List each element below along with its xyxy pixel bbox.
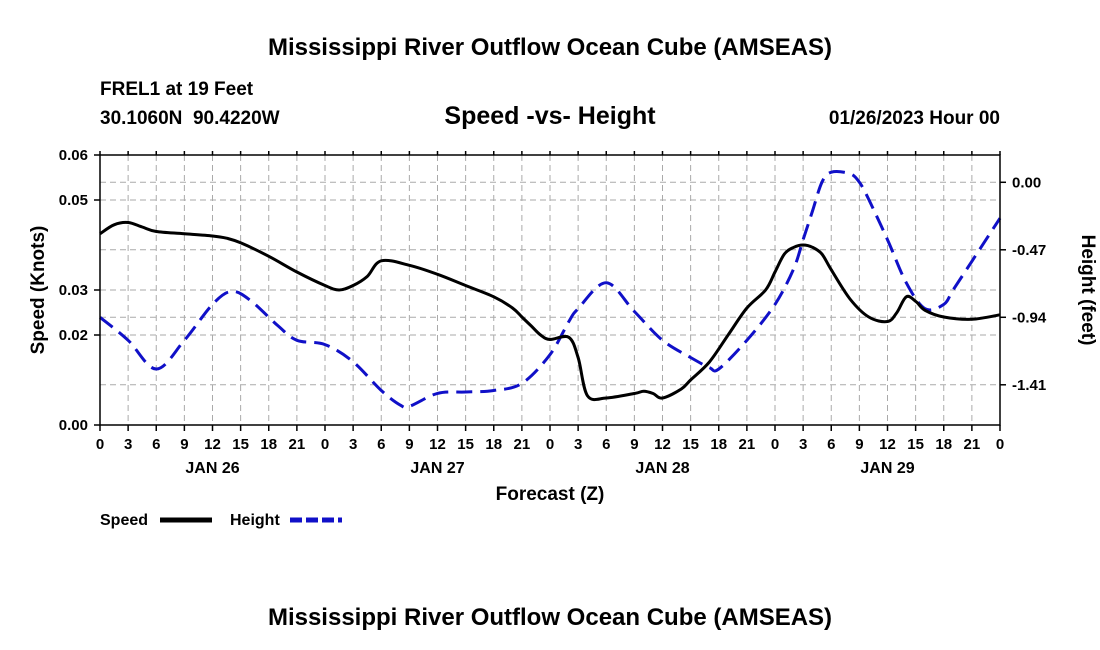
x-tick-label: 12: [204, 436, 221, 453]
x-tick-label: 0: [96, 436, 104, 453]
x-tick-label: 12: [429, 436, 446, 453]
speed-series-line: [99, 220, 1001, 402]
x-tick-label: 9: [180, 436, 188, 453]
x-tick-label: 0: [996, 436, 1004, 453]
x-tick-label: 3: [124, 436, 132, 453]
x-tick-label: 0: [546, 436, 554, 453]
x-tick-label: 18: [260, 436, 277, 453]
y-axis-label: Speed (Knots): [28, 226, 49, 355]
x-axis-label: Forecast (Z): [496, 484, 605, 505]
legend-height-label: Height: [230, 512, 280, 529]
station-name: FREL1 at 19 Feet: [100, 79, 254, 100]
x-tick-label: 12: [879, 436, 896, 453]
y-tick-label: 0.05: [59, 192, 88, 209]
y-tick-label: 0.03: [59, 282, 88, 299]
x-tick-label: 9: [405, 436, 413, 453]
station-coords: 30.1060N 90.4220W: [100, 108, 280, 129]
x-tick-label: 0: [771, 436, 779, 453]
x-tick-label: 18: [710, 436, 727, 453]
x-tick-label: 3: [799, 436, 807, 453]
y2-tick-label: -1.41: [1012, 377, 1046, 394]
x-tick-label: 6: [602, 436, 610, 453]
y2-tick-label: 0.00: [1012, 174, 1041, 191]
axes: 0 3 6 9 12 15 18 21 0 3 6 9 12 15 18 21 0 3 6 9 12 15 18 21 0 3 6 9…: [59, 147, 1047, 477]
x-tick-label: 12: [654, 436, 671, 453]
x-tick-label: 3: [574, 436, 582, 453]
x-tick-label: 9: [630, 436, 638, 453]
footer-title: Mississippi River Outflow Ocean Cube (AM…: [268, 604, 832, 631]
x-tick-label: 21: [739, 436, 756, 453]
x-tick-label: 3: [349, 436, 357, 453]
day-label: JAN 28: [635, 460, 689, 477]
x-tick-label: 15: [457, 436, 474, 453]
y2-tick-label: -0.94: [1012, 309, 1047, 326]
x-tick-label: 21: [964, 436, 981, 453]
day-label: JAN 29: [860, 460, 914, 477]
x-tick-label: 6: [827, 436, 835, 453]
x-tick-label: 6: [152, 436, 160, 453]
x-tick-label: 21: [289, 436, 306, 453]
chart-title: Speed -vs- Height: [444, 102, 656, 130]
x-tick-label: 15: [682, 436, 699, 453]
x-tick-label: 18: [935, 436, 952, 453]
y-tick-label: 0.06: [59, 147, 88, 164]
forecast-date: 01/26/2023 Hour 00: [829, 108, 1000, 129]
y-tick-label: 0.02: [59, 327, 88, 344]
x-tick-label: 15: [907, 436, 924, 453]
x-tick-label: 21: [514, 436, 531, 453]
series-lines: [99, 170, 1002, 409]
x-tick-label: 6: [377, 436, 385, 453]
x-tick-label: 15: [232, 436, 249, 453]
x-tick-label: 0: [321, 436, 329, 453]
legend-speed-label: Speed: [100, 512, 148, 529]
grid-lines: [100, 155, 1000, 425]
x-tick-label: 18: [485, 436, 502, 453]
y2-tick-label: -0.47: [1012, 242, 1046, 259]
height-series-line: [99, 170, 1002, 409]
legend: Speed Height: [100, 512, 342, 529]
page-title: Mississippi River Outflow Ocean Cube (AM…: [268, 34, 832, 61]
day-label: JAN 26: [185, 460, 239, 477]
x-tick-label: 9: [855, 436, 863, 453]
y-tick-label: 0.00: [59, 417, 88, 434]
day-label: JAN 27: [410, 460, 464, 477]
y2-axis-label: Height (feet): [1077, 235, 1098, 346]
